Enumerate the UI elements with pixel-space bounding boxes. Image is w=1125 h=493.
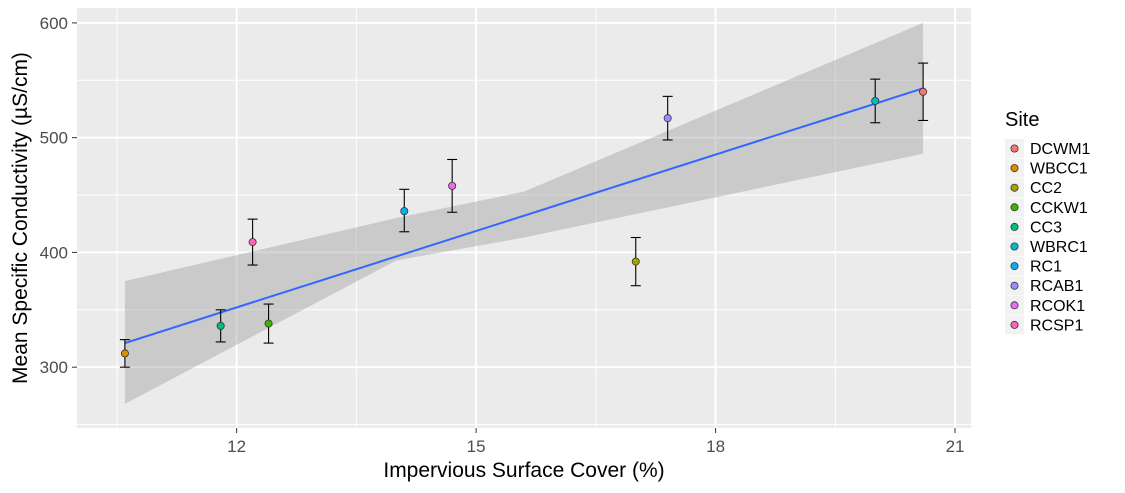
legend-label-RC1: RC1 (1030, 259, 1062, 276)
legend-swatch-DCWM1 (1010, 144, 1019, 153)
legend-title: Site (1005, 109, 1039, 131)
x-tick-label: 18 (706, 437, 725, 456)
legend-label-DCWM1: DCWM1 (1030, 141, 1091, 158)
confidence-ribbon (124, 22, 924, 404)
legend-label-RCAB1: RCAB1 (1030, 278, 1083, 295)
legend-swatch-CC2 (1010, 183, 1019, 192)
y-axis-ticks: 300 400 500 600 (40, 14, 77, 377)
point-RCSP1 (248, 238, 257, 247)
point-CC2 (631, 257, 640, 266)
y-tick-label: 400 (40, 243, 68, 262)
plot-panel (77, 8, 971, 428)
point-RCAB1 (663, 114, 672, 123)
legend-label-RCOK1: RCOK1 (1030, 298, 1085, 315)
major-gridlines (77, 8, 971, 428)
regression-line (124, 87, 924, 345)
y-tick-label: 600 (40, 14, 68, 33)
legend-swatch-WBCC1 (1010, 164, 1019, 173)
legend-label-CC3: CC3 (1030, 219, 1062, 236)
confidence-band (124, 22, 924, 404)
minor-gridlines (77, 8, 971, 428)
data-points (120, 87, 928, 358)
y-tick-label: 300 (40, 358, 68, 377)
legend: Site DCWM1 WBCC1 CC2 CCKW1 CC3 WBRC1 RC1 RCAB1 R… (1005, 109, 1091, 335)
legend-swatch-WBRC1 (1010, 242, 1019, 251)
fit-line (124, 87, 924, 345)
point-CC3 (216, 321, 225, 330)
legend-label-CCKW1: CCKW1 (1030, 200, 1088, 217)
x-axis-ticks: 12 15 18 21 (227, 428, 964, 456)
x-tick-label: 15 (467, 437, 486, 456)
legend-swatch-RCAB1 (1010, 281, 1019, 290)
legend-swatch-CCKW1 (1010, 203, 1019, 212)
legend-label-CC2: CC2 (1030, 180, 1062, 197)
x-tick-label: 12 (227, 437, 246, 456)
point-RC1 (400, 207, 409, 216)
y-axis-title: Mean Specific Conductivity (µS/cm) (9, 52, 32, 384)
legend-label-WBCC1: WBCC1 (1030, 161, 1088, 178)
x-tick-label: 21 (946, 437, 965, 456)
point-DCWM1 (919, 87, 928, 96)
point-WBCC1 (120, 349, 129, 358)
x-axis-title: Impervious Surface Cover (%) (383, 459, 664, 482)
legend-swatch-CC3 (1010, 222, 1019, 231)
y-tick-label: 500 (40, 129, 68, 148)
legend-label-RCSP1: RCSP1 (1030, 317, 1083, 334)
point-RCOK1 (448, 181, 457, 190)
legend-swatch-RC1 (1010, 262, 1019, 271)
legend-swatch-RCOK1 (1010, 301, 1019, 310)
point-CCKW1 (264, 319, 273, 328)
legend-label-WBRC1: WBRC1 (1030, 239, 1088, 256)
point-WBRC1 (871, 96, 880, 105)
legend-swatch-RCSP1 (1010, 320, 1019, 329)
